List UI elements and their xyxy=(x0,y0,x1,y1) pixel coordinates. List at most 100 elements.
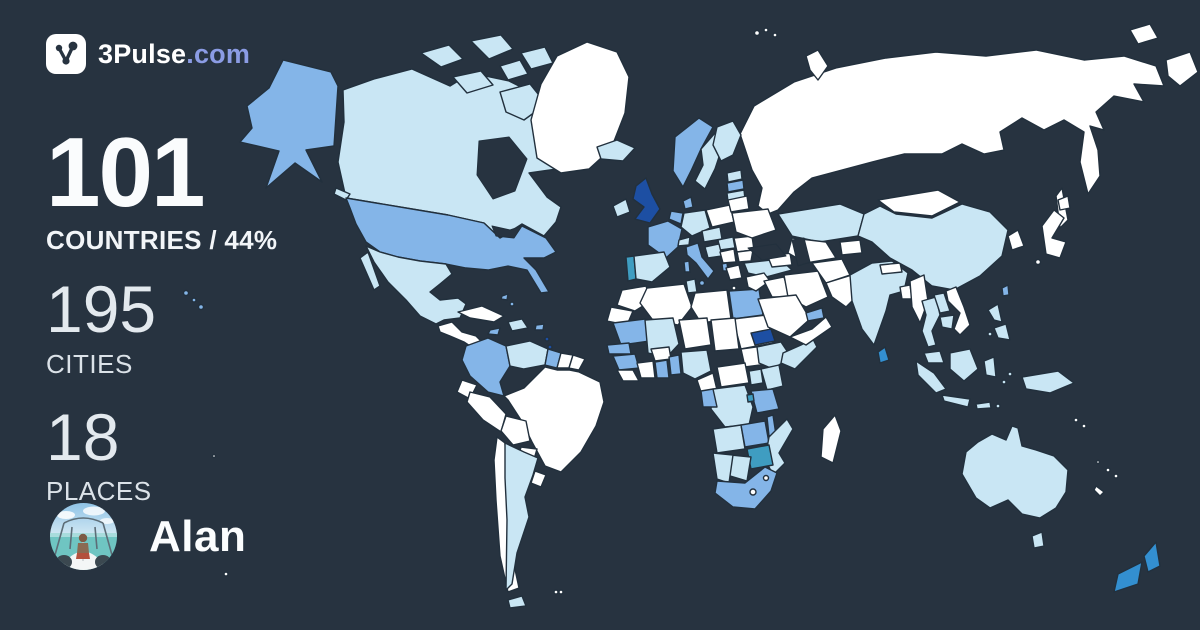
country-hawaii[interactable] xyxy=(191,297,197,303)
country-vanuatu[interactable] xyxy=(1095,459,1101,465)
country-ghana[interactable] xyxy=(654,359,670,379)
country-china[interactable] xyxy=(857,203,1009,291)
country-namibia[interactable] xyxy=(712,452,734,484)
country-philippines[interactable] xyxy=(993,323,1011,341)
country-philippines[interactable] xyxy=(987,331,993,337)
country-myanmar[interactable] xyxy=(909,274,929,324)
country-tasmania[interactable] xyxy=(1031,531,1045,549)
country-senegal[interactable] xyxy=(606,342,632,355)
country-eritrea[interactable] xyxy=(750,328,776,346)
country-new-zealand-north[interactable] xyxy=(1143,541,1161,573)
country-ivory-coast[interactable] xyxy=(636,360,656,379)
country-south-africa[interactable] xyxy=(714,466,778,510)
country-solomons[interactable] xyxy=(1073,417,1079,423)
country-australia[interactable] xyxy=(961,425,1069,519)
country-mexico[interactable] xyxy=(365,245,467,325)
country-norway[interactable] xyxy=(672,117,714,188)
country-uk[interactable] xyxy=(632,177,661,224)
country-lesotho[interactable] xyxy=(749,488,757,496)
country-moluccas[interactable] xyxy=(1001,379,1007,385)
country-korea[interactable] xyxy=(1007,229,1025,251)
country-bahamas[interactable] xyxy=(509,301,515,307)
country-somalia[interactable] xyxy=(780,338,818,370)
country-sierra-liberia[interactable] xyxy=(616,369,640,382)
country-canada-arctic[interactable] xyxy=(452,70,494,94)
country-finland[interactable] xyxy=(712,120,742,162)
country-serbia[interactable] xyxy=(719,248,737,264)
country-algeria[interactable] xyxy=(639,283,693,326)
country-cuba[interactable] xyxy=(457,305,505,323)
country-swaziland[interactable] xyxy=(762,474,770,482)
country-russia[interactable] xyxy=(739,49,1165,215)
country-hawaii[interactable] xyxy=(197,303,205,311)
country-uae[interactable] xyxy=(805,307,825,322)
country-benelux[interactable] xyxy=(668,210,684,225)
country-solomons[interactable] xyxy=(1081,423,1087,429)
country-greece[interactable] xyxy=(725,264,743,281)
country-lesser-sunda[interactable] xyxy=(995,403,1001,409)
country-italy-sardinia[interactable] xyxy=(683,260,691,273)
country-argentina[interactable] xyxy=(504,442,539,591)
country-venezuela[interactable] xyxy=(505,340,549,370)
country-mali[interactable] xyxy=(644,317,680,358)
country-antilles[interactable] xyxy=(544,336,550,342)
country-new-zealand-south[interactable] xyxy=(1113,561,1143,593)
country-colombia[interactable] xyxy=(461,337,511,397)
country-india[interactable] xyxy=(849,260,909,346)
country-new-caledonia[interactable] xyxy=(1093,485,1105,497)
country-falklands[interactable] xyxy=(558,589,564,595)
country-canada-arctic[interactable] xyxy=(420,44,464,68)
country-ireland[interactable] xyxy=(612,198,631,218)
country-croatia-slovenia[interactable] xyxy=(704,243,723,259)
country-levant[interactable] xyxy=(745,272,771,292)
country-togo-benin[interactable] xyxy=(668,354,682,376)
country-fiji[interactable] xyxy=(1113,473,1119,479)
country-spain[interactable] xyxy=(633,251,671,283)
country-chukotka[interactable] xyxy=(1165,51,1199,87)
country-philippines[interactable] xyxy=(987,303,1003,323)
country-lesser-sunda[interactable] xyxy=(975,401,992,410)
country-canada-arctic[interactable] xyxy=(520,46,554,70)
country-vietnam[interactable] xyxy=(945,286,971,336)
country-fiji[interactable] xyxy=(1105,467,1111,473)
country-polynesia[interactable] xyxy=(223,571,229,577)
country-sri-lanka[interactable] xyxy=(877,346,890,364)
country-moluccas[interactable] xyxy=(1007,371,1013,377)
country-bolivia[interactable] xyxy=(500,415,531,446)
country-svalbard[interactable] xyxy=(772,32,778,38)
country-guinea[interactable] xyxy=(612,353,640,371)
country-bahamas[interactable] xyxy=(500,293,509,301)
country-latvia[interactable] xyxy=(726,179,745,193)
country-burkina[interactable] xyxy=(650,346,672,362)
brand-logo[interactable]: 3Pulse.com xyxy=(46,34,250,74)
country-uruguay[interactable] xyxy=(530,470,547,488)
country-mauritania[interactable] xyxy=(612,318,651,346)
country-switzerland[interactable] xyxy=(677,236,691,247)
country-iceland[interactable] xyxy=(596,139,636,162)
avatar[interactable] xyxy=(50,503,117,570)
country-car[interactable] xyxy=(716,362,750,388)
country-svalbard[interactable] xyxy=(753,29,761,37)
country-borneo[interactable] xyxy=(949,348,979,382)
country-sulawesi[interactable] xyxy=(983,356,997,378)
country-novaya-zemlya[interactable] xyxy=(805,49,829,81)
country-kenya[interactable] xyxy=(760,364,784,391)
country-svalbard[interactable] xyxy=(763,27,769,33)
country-falklands[interactable] xyxy=(553,589,559,595)
country-greece-crete[interactable] xyxy=(731,285,737,291)
country-tierra-del-fuego[interactable] xyxy=(507,595,527,609)
country-taiwan[interactable] xyxy=(1001,284,1010,297)
country-kazakhstan[interactable] xyxy=(777,203,865,243)
country-belarus[interactable] xyxy=(727,195,750,213)
country-mongolia[interactable] xyxy=(877,189,961,217)
country-sumatra[interactable] xyxy=(915,360,947,394)
country-italy-sicily[interactable] xyxy=(698,279,706,287)
country-bulgaria[interactable] xyxy=(736,249,754,263)
country-french-guiana[interactable] xyxy=(568,354,586,371)
country-jamaica[interactable] xyxy=(487,327,501,336)
country-malaysia[interactable] xyxy=(923,350,945,364)
country-nigeria[interactable] xyxy=(680,349,712,380)
country-japan-kyushu[interactable] xyxy=(1034,258,1042,266)
country-greenland[interactable] xyxy=(530,41,630,174)
country-polynesia[interactable] xyxy=(211,453,217,459)
